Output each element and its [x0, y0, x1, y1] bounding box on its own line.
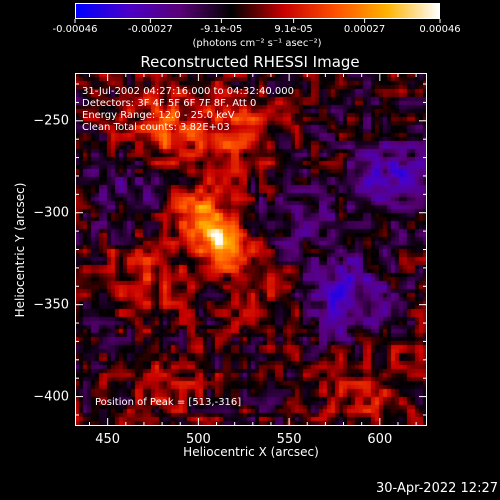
- annotation-energy-range: Energy Range: 12.0 - 25.0 keV: [82, 110, 235, 121]
- annotation-detectors: Detectors: 3F 4F 5F 6F 7F 8F, Att 0: [82, 98, 257, 109]
- x-tick-label: 550: [276, 432, 302, 447]
- x-tick-label: 500: [185, 432, 211, 447]
- colorbar-tick-label: -0.00046: [52, 24, 98, 35]
- y-tick-label: −400: [33, 389, 69, 405]
- x-axis-label: Heliocentric X (arcsec): [183, 445, 319, 459]
- annotation-time-range: 31-Jul-2002 04:27:16.000 to 04:32:40.000: [82, 86, 294, 97]
- annotation-clean-counts: Clean Total counts: 3.82E+03: [82, 122, 230, 133]
- annotation-peak-position: Position of Peak = [513,-316]: [95, 397, 242, 408]
- colorbar-ticks: [74, 19, 441, 23]
- colorbar: [75, 3, 440, 19]
- colorbar-tick-label: 9.1e-05: [274, 24, 313, 35]
- colorbar-unit: (photons cm⁻² s⁻¹ asec⁻²): [192, 38, 322, 49]
- y-tick-label: −250: [33, 113, 69, 129]
- x-tick-label: 450: [95, 432, 121, 447]
- colorbar-tick-label: 0.00027: [343, 24, 386, 35]
- y-axis-label: Heliocentric Y (arcsec): [13, 182, 27, 318]
- colorbar-tick-label: 0.00046: [419, 24, 461, 35]
- colorbar-tick-label: -0.00027: [127, 24, 173, 35]
- y-tick-label: −350: [33, 297, 69, 313]
- heatmap-image: [75, 73, 427, 426]
- timestamp: 30-Apr-2022 12:27: [376, 481, 498, 496]
- colorbar-tick-label: -9.1e-05: [200, 24, 243, 35]
- y-tick-label: −300: [33, 205, 69, 221]
- x-tick-label: 600: [367, 432, 393, 447]
- chart-title: Reconstructed RHESSI Image: [140, 53, 360, 71]
